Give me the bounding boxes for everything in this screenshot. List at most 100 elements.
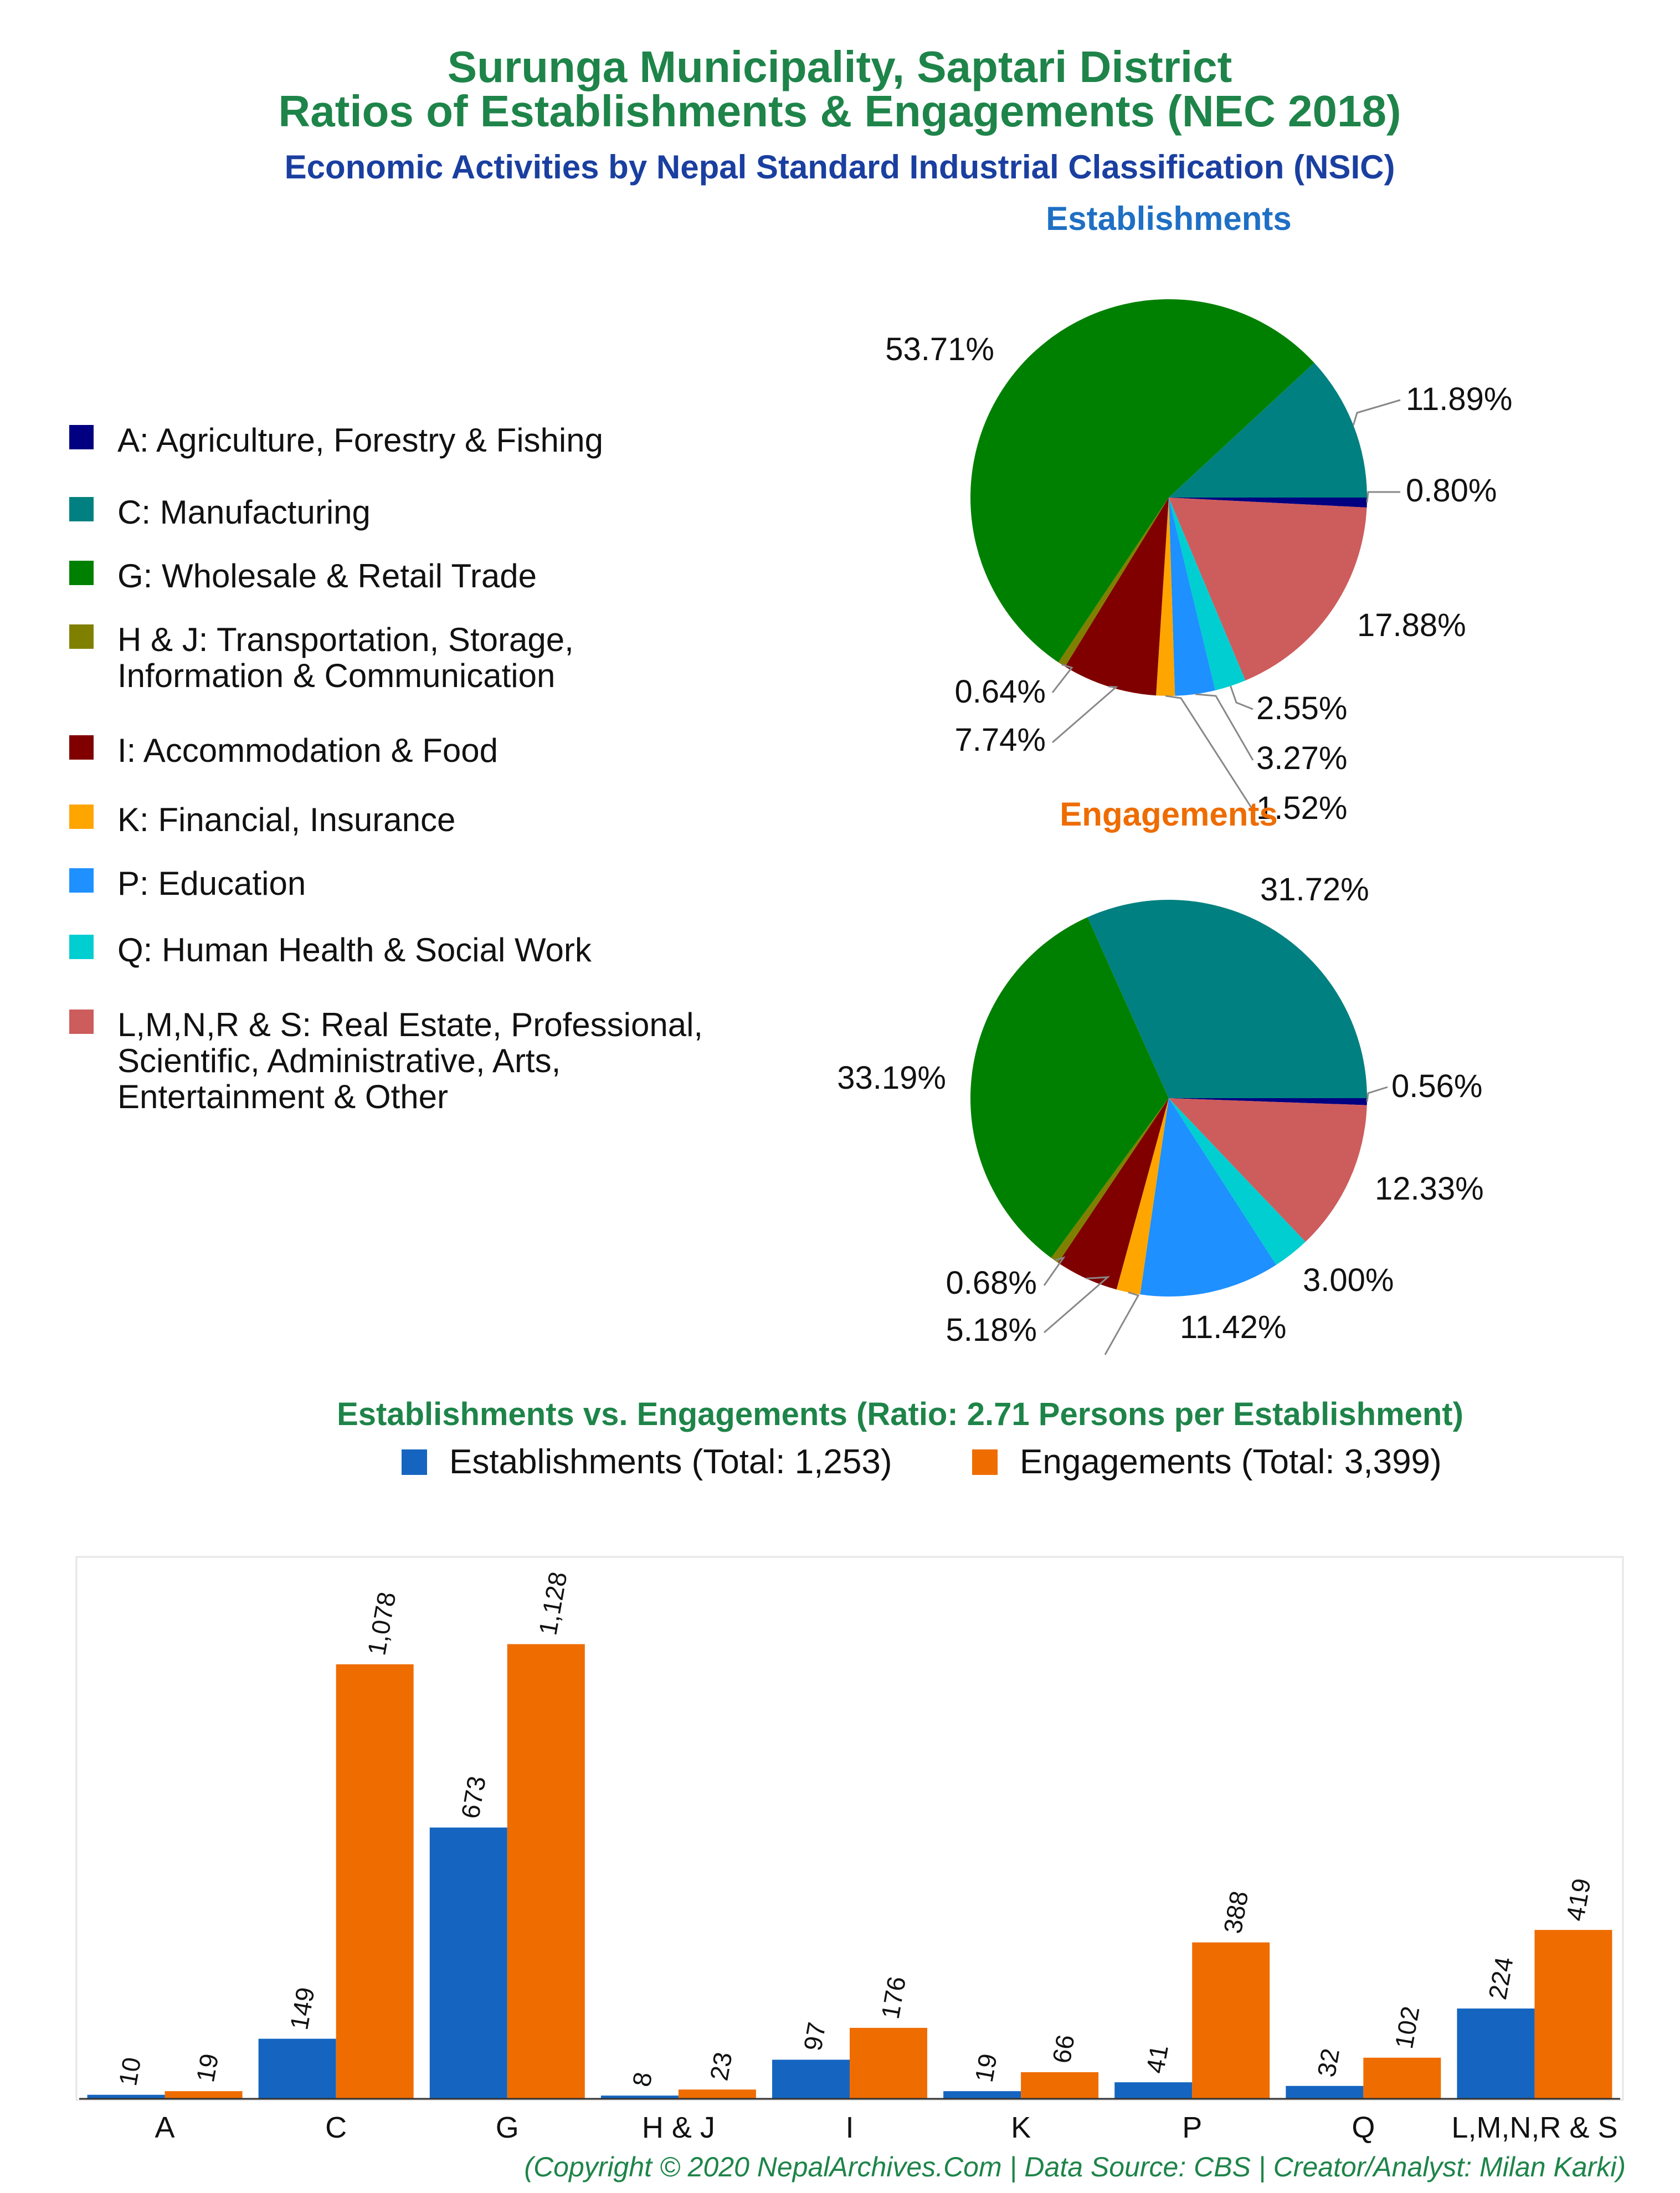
legend-label: Information & Communication [117,657,555,694]
pie-slice-hj [1058,498,1169,667]
pie-data-label: 33.19% [837,1060,946,1096]
footer-credit: (Copyright © 2020 NepalArchives.Com | Da… [524,2151,1626,2183]
bar-engagements [165,2091,243,2099]
legend-swatch [69,561,94,585]
pie-data-label: 12.33% [1375,1171,1484,1207]
pie-leader-line [1104,1292,1140,1355]
x-tick-label: C [325,2111,347,2144]
pie-slice-p [1169,498,1216,696]
pie-data-label: 11.89% [1406,381,1512,417]
pie-leader-line [1195,693,1254,761]
bar-data-label: 19 [191,2051,224,2084]
x-tick-label: P [1182,2111,1202,2144]
establishments-pie-title: Establishments [1046,200,1291,237]
pie-leader-line [1366,491,1400,503]
pie-slice-q [1169,498,1246,691]
x-tick-label: L,M,N,R & S [1451,2111,1617,2144]
bar-engagements [850,2027,927,2099]
pie-slice-i [1065,498,1169,696]
pie-data-label: 7.74% [955,722,1046,758]
legend-label: H & J: Transportation, Storage, [117,621,574,658]
bar-legend-swatch [402,1449,427,1475]
pie-slice-q [1169,1098,1306,1265]
pie-data-label: 0.56% [1391,1068,1482,1104]
bar-chart-title: Establishments vs. Engagements (Ratio: 2… [337,1396,1463,1432]
bar-establishments [429,1827,507,2099]
pie-leader-line [1051,663,1073,693]
bar-establishments [1114,2082,1193,2099]
bar-establishments [943,2091,1021,2099]
bar-engagements [1363,2057,1441,2099]
pie-data-label: 1.52% [1256,790,1347,826]
pie-slice-lmnrs [1169,498,1367,681]
legend-swatch [69,425,94,449]
engagements-pie: 0.56% 12.33% 3.00% 11.42% 5.18% 0.68% 33.19% 31… [837,872,1484,1355]
pie-data-label: 17.88% [1357,607,1466,643]
pie-slice-k [1116,1098,1169,1295]
x-tick-label: K [1011,2111,1031,2144]
pie-slice-a [1169,1098,1367,1105]
bar-establishments [258,2038,336,2099]
bar-engagements [1021,2072,1099,2099]
pie-slice-a [1169,498,1367,508]
x-tick-label: Q [1352,2111,1375,2144]
legend-swatch [69,1010,94,1034]
legend-label: I: Accommodation & Food [117,732,498,769]
chart-subtitle: Economic Activities by Nepal Standard In… [285,148,1395,186]
pie-leader-line [1044,1276,1111,1334]
category-legend: A: Agriculture, Forestry & Fishing C: Man… [69,422,703,1115]
pie-leader-line [1352,399,1401,426]
pie-slice-k [1156,498,1175,696]
pie-leader-line [1230,685,1253,710]
pie-data-label: 31.72% [1260,872,1369,908]
pie-slice-i [1058,1098,1169,1290]
bar-data-label: 97 [798,2020,831,2053]
chart-title-line2: Ratios of Establishments & Engagements (… [278,86,1401,136]
legend-label: G: Wholesale & Retail Trade [117,557,537,595]
pie-data-label: 0.64% [955,674,1046,710]
bar-establishments [87,2094,165,2099]
bar-establishments [600,2095,679,2099]
bar-plot-frame [75,1556,1624,2101]
chart-title-line1: Surunga Municipality, Saptari District [448,42,1232,91]
bar-legend: Establishments (Total: 1,253) Engagements… [402,1443,1442,1481]
pie-data-label: 11.42% [1180,1309,1286,1345]
legend-swatch [69,805,94,829]
pie-data-label: 2.55% [1256,690,1347,726]
legend-label: Q: Human Health & Social Work [117,931,592,969]
bar-legend-label: Engagements (Total: 3,399) [1020,1443,1442,1481]
pie-leader-line [1043,1256,1066,1286]
pie-data-label: 3.27% [1256,740,1347,776]
bar-data-label: 10 [113,2055,146,2088]
bar-data-label: 32 [1312,2046,1345,2079]
legend-swatch [69,497,94,521]
pie-slice-p [1140,1098,1276,1297]
establishments-pie: 0.80% 17.88% 2.55% 3.27% 1.52% 7.74% 0.64% 53.7… [885,299,1512,826]
pie-slice-hj [1051,1098,1169,1263]
legend-label: P: Education [117,865,306,902]
bar-establishments [772,2059,850,2099]
pie-data-label: 5.18% [946,1312,1037,1348]
pie-slice-g [970,299,1314,663]
bar-establishments [1457,2008,1535,2099]
pie-slice-lmnrs [1169,1098,1367,1242]
x-tick-label: H & J [642,2111,715,2144]
legend-swatch [69,735,94,760]
legend-label: L,M,N,R & S: Real Estate, Professional, [117,1006,703,1043]
pie-leader-line [1052,685,1118,744]
bar-legend-label: Establishments (Total: 1,253) [449,1443,892,1481]
bar-legend-swatch [972,1449,998,1475]
bar-engagements [678,2089,756,2099]
pie-data-label: 53.71% [885,331,994,367]
engagements-pie-title: Engagements [1060,796,1277,833]
legend-label: A: Agriculture, Forestry & Fishing [117,422,603,459]
pie-slice-g [970,917,1169,1258]
legend-label: C: Manufacturing [117,494,371,531]
bar-data-label: 19 [969,2051,1003,2084]
pie-data-label: 0.68% [946,1265,1037,1301]
pie-leader-line [1165,695,1254,811]
legend-swatch [69,935,94,959]
bar-engagements [336,1664,414,2099]
